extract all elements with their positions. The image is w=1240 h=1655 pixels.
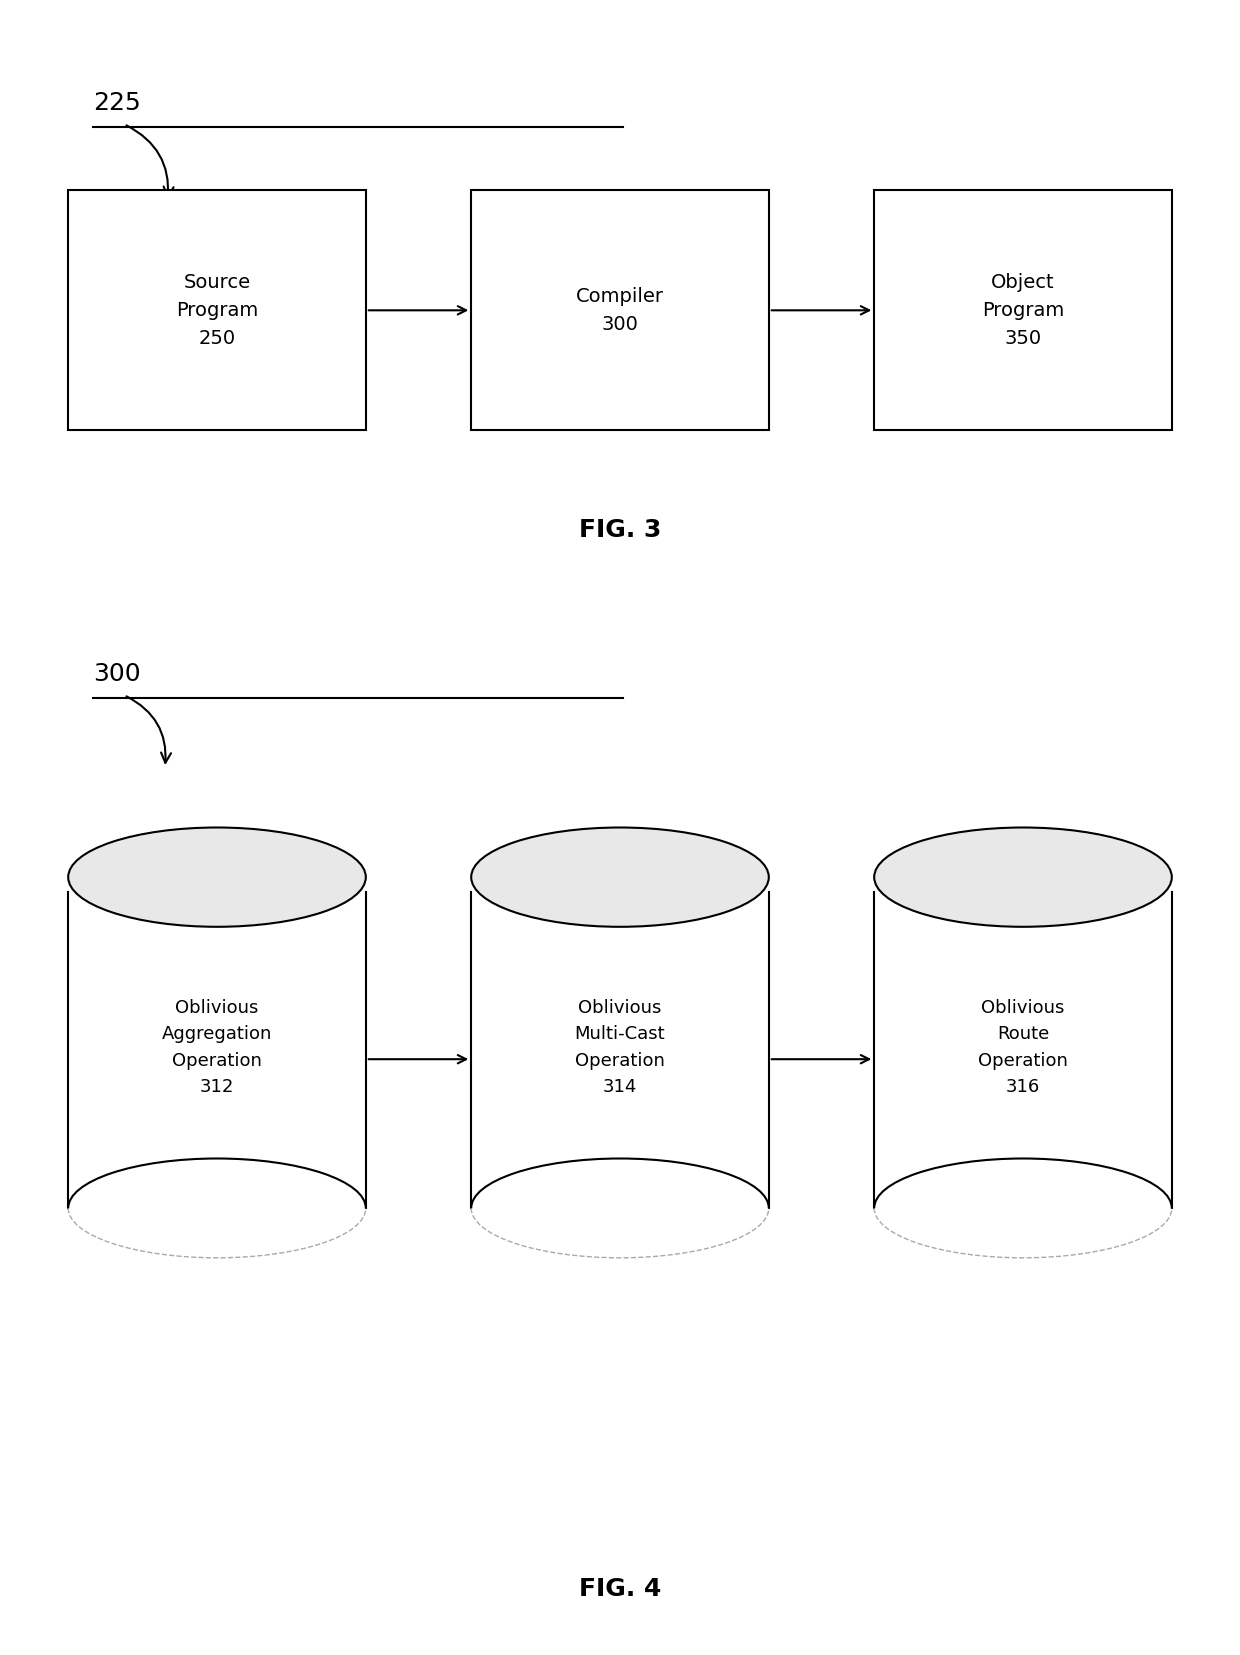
Bar [874, 190, 1172, 430]
FancyBboxPatch shape [471, 877, 769, 1208]
Text: 300: 300 [93, 662, 140, 687]
Text: Source
Program
250: Source Program 250 [176, 273, 258, 348]
Text: Oblivious
Route
Operation
316: Oblivious Route Operation 316 [978, 1000, 1068, 1096]
Text: Oblivious
Aggregation
Operation
312: Oblivious Aggregation Operation 312 [161, 1000, 273, 1096]
Ellipse shape [471, 828, 769, 927]
Text: 225: 225 [93, 91, 141, 116]
FancyBboxPatch shape [68, 877, 366, 1208]
Ellipse shape [68, 828, 366, 927]
Bar [68, 190, 366, 430]
Text: FIG. 4: FIG. 4 [579, 1577, 661, 1600]
Text: Oblivious
Multi-Cast
Operation
314: Oblivious Multi-Cast Operation 314 [574, 1000, 666, 1096]
Bar [471, 190, 769, 430]
Text: Compiler
300: Compiler 300 [577, 286, 663, 334]
Text: Object
Program
350: Object Program 350 [982, 273, 1064, 348]
Text: FIG. 3: FIG. 3 [579, 518, 661, 541]
Ellipse shape [874, 828, 1172, 927]
FancyBboxPatch shape [874, 877, 1172, 1208]
